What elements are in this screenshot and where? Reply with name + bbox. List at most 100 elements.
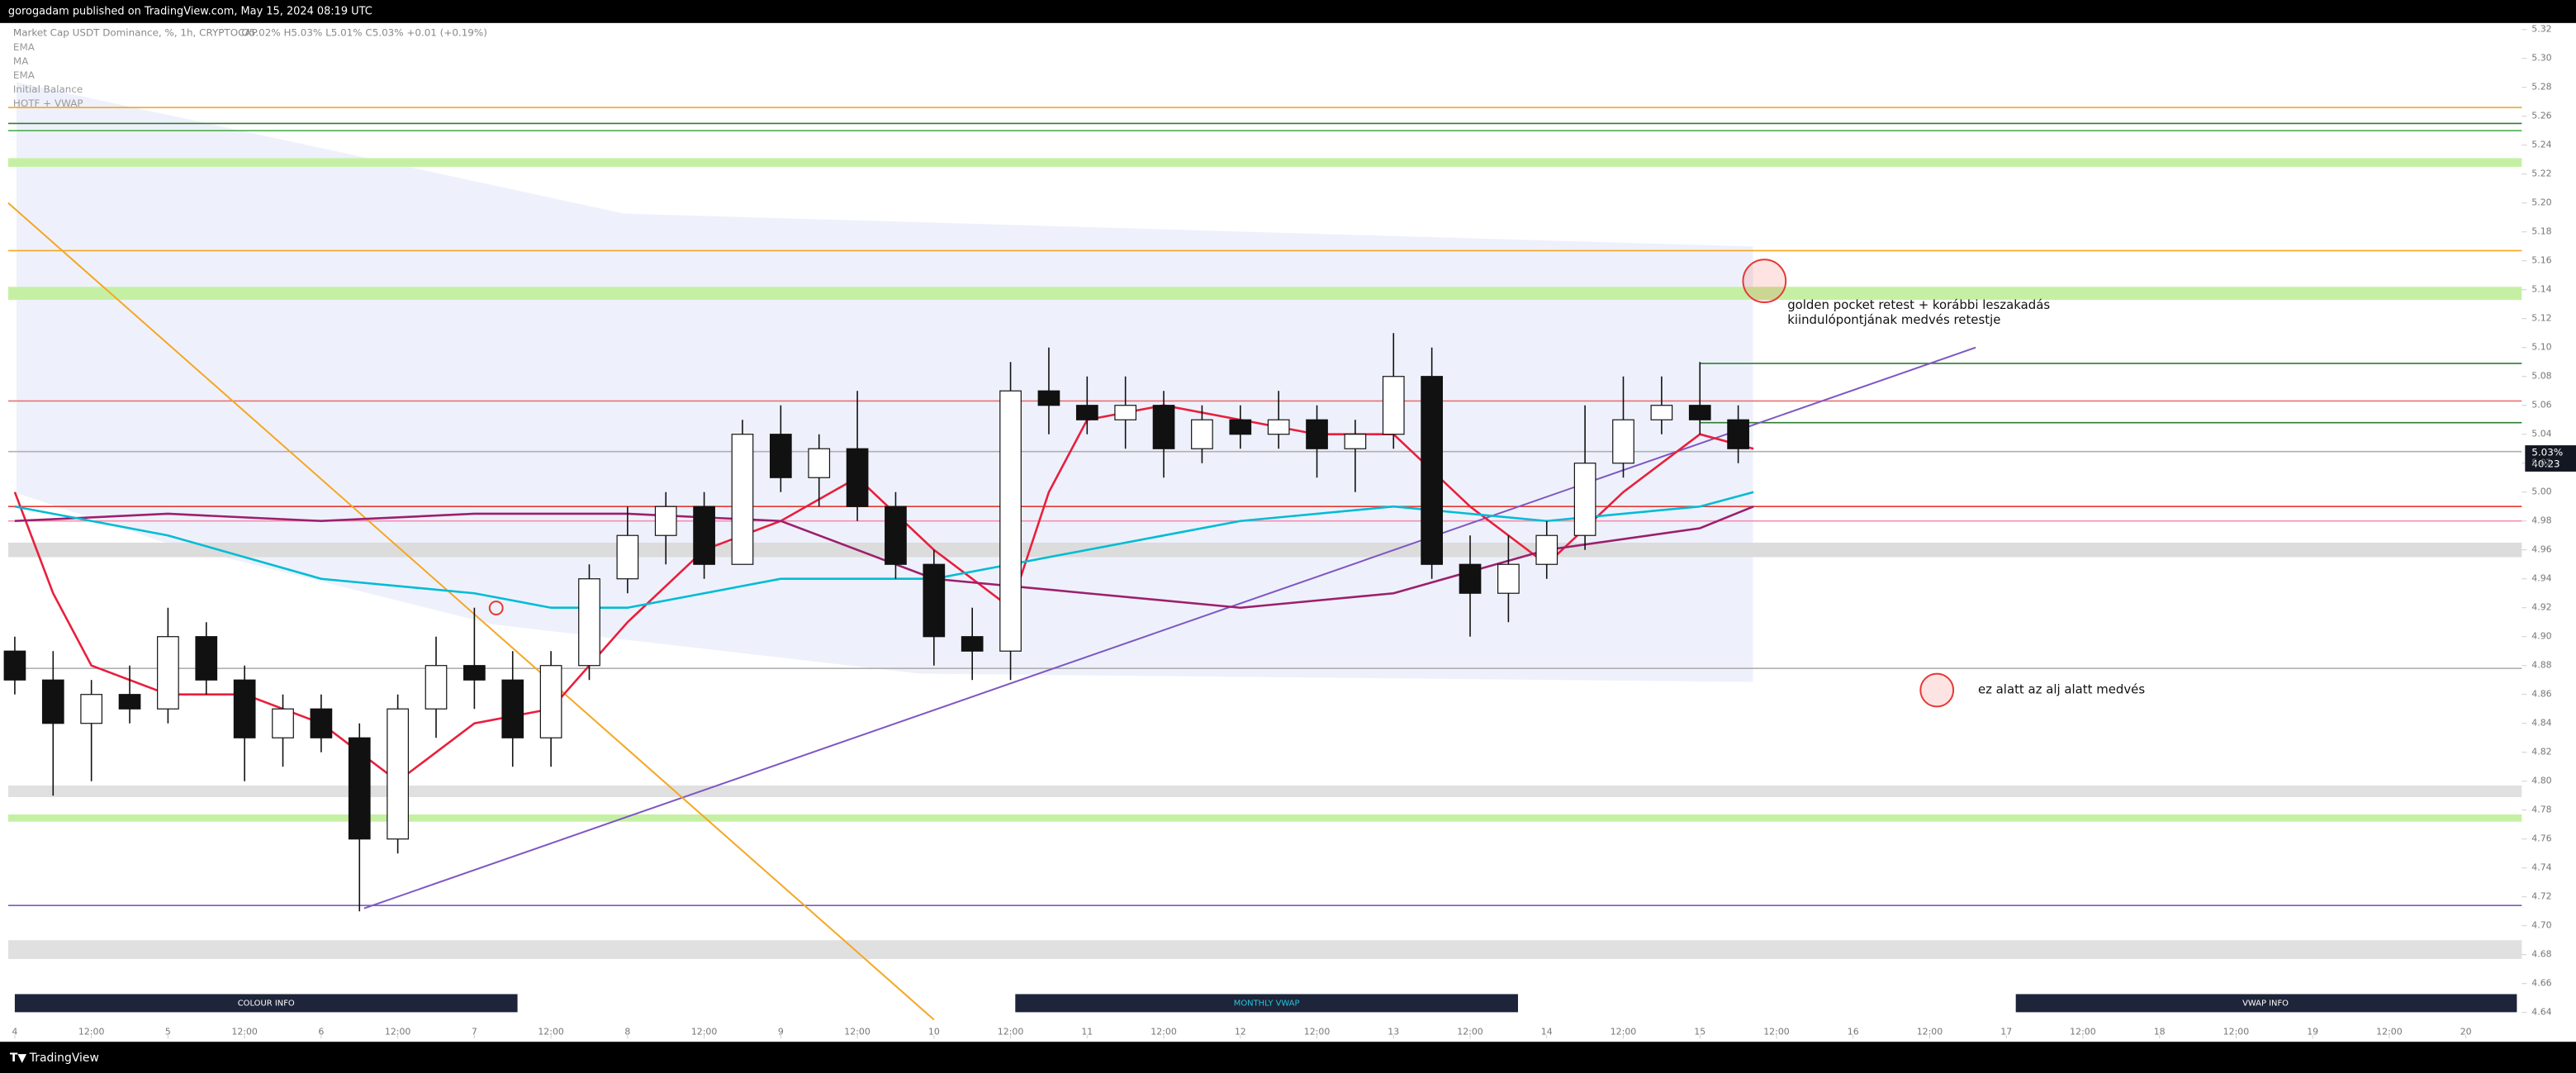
- y-tick-label: 5.32: [2531, 24, 2551, 35]
- x-tick-label: 9: [778, 1026, 784, 1037]
- legend-entry: Initial Balance: [13, 83, 83, 95]
- candle-body: [1612, 419, 1634, 464]
- y-tick-label: 5.18: [2531, 226, 2551, 237]
- trend-line: [363, 346, 1976, 909]
- candle-body: [157, 636, 179, 710]
- candle-body: [731, 434, 754, 565]
- info-box: [1015, 994, 1518, 1013]
- candle-body: [769, 434, 792, 478]
- candle-body: [425, 665, 448, 710]
- candle-body: [1535, 534, 1558, 565]
- y-tick-label: 4.90: [2531, 631, 2551, 642]
- y-tick-label: 4.68: [2531, 949, 2551, 960]
- y-tick-label: 4.82: [2531, 747, 2551, 757]
- candle-body: [808, 448, 831, 478]
- y-tick-label: 5.08: [2531, 371, 2551, 382]
- x-tick-label: 10: [928, 1026, 940, 1037]
- candle-body: [1727, 419, 1749, 449]
- x-tick-label: 12:00: [2070, 1026, 2096, 1037]
- info-box: [2015, 994, 2517, 1013]
- y-tick-label: 5.30: [2531, 53, 2551, 64]
- y-tick-label: 4.92: [2531, 602, 2551, 613]
- x-tick-label: 12:00: [1457, 1026, 1483, 1037]
- candle-body: [961, 636, 984, 652]
- x-tick-label: 12:00: [1763, 1026, 1790, 1037]
- y-tick-label: 4.64: [2531, 1007, 2551, 1018]
- y-tick-label: 4.78: [2531, 805, 2551, 815]
- annotation: golden pocket retest + korábbi leszakadá…: [1787, 297, 2050, 312]
- candle-body: [348, 737, 371, 840]
- marker-circle: [1742, 259, 1787, 304]
- indicator-line: [14, 491, 1754, 610]
- legend-entry: EMA: [13, 41, 36, 53]
- zone: [7, 287, 2522, 300]
- ohlc: O5.02% H5.03% L5.01% C5.03% +0.01 (+0.19…: [241, 26, 486, 38]
- x-tick-label: 12:00: [231, 1026, 258, 1037]
- candle-body: [846, 448, 869, 507]
- candle-body: [1382, 376, 1405, 435]
- x-tick-label: 12:00: [1611, 1026, 1637, 1037]
- y-tick-label: 5.26: [2531, 111, 2551, 121]
- x-tick-label: 12:00: [844, 1026, 871, 1037]
- annotation: kiindulópontjának medvés retestje: [1787, 312, 2000, 327]
- y-tick-label: 4.76: [2531, 833, 2551, 844]
- x-tick-label: 5: [165, 1026, 171, 1037]
- x-tick-label: 12:00: [1304, 1026, 1331, 1037]
- x-tick-label: 11: [1081, 1026, 1093, 1037]
- candle-body: [999, 390, 1022, 652]
- info-box-label: VWAP INFO: [2242, 999, 2289, 1008]
- x-tick-label: 16: [1848, 1026, 1859, 1037]
- vwap-band: [16, 82, 1753, 682]
- x-tick-label: 12:00: [78, 1026, 105, 1037]
- candle-body: [80, 694, 103, 724]
- x-tick-label: 7: [472, 1026, 477, 1037]
- candle-body: [1573, 463, 1596, 536]
- candle-body: [1344, 434, 1367, 449]
- brand: TradingView: [29, 1052, 99, 1065]
- candle-body: [654, 506, 677, 536]
- marker-circle: [488, 601, 504, 615]
- y-tick-label: 4.94: [2531, 573, 2551, 584]
- legend-entry: HOTF + VWAP: [13, 97, 83, 109]
- x-tick-label: 18: [2154, 1026, 2166, 1037]
- y-tick-label: 5.28: [2531, 82, 2551, 93]
- info-box-label: MONTHLY VWAP: [1234, 999, 1300, 1008]
- candle-body: [3, 650, 26, 681]
- x-tick-label: 12: [1235, 1026, 1246, 1037]
- candle-body: [578, 578, 600, 667]
- x-tick-label: 8: [624, 1026, 630, 1037]
- y-tick-label: 4.70: [2531, 920, 2551, 931]
- x-tick-label: 12:00: [998, 1026, 1024, 1037]
- trend-line: [7, 202, 935, 1021]
- candle-body: [693, 506, 715, 565]
- x-tick-label: 19: [2307, 1026, 2318, 1037]
- zone: [7, 785, 2522, 797]
- candle-body: [387, 708, 409, 840]
- price-tag-label: 5.03%: [2531, 447, 2563, 458]
- y-tick-label: 4.66: [2531, 978, 2551, 989]
- header: gorogadam published on TradingView.com, …: [8, 5, 372, 17]
- candle-body: [118, 694, 141, 710]
- y-tick-label: 5.20: [2531, 197, 2551, 208]
- x-tick-label: 12:00: [1917, 1026, 1943, 1037]
- y-tick-label: 4.74: [2531, 862, 2551, 873]
- zone: [7, 814, 2522, 822]
- legend-entry: EMA: [13, 69, 36, 81]
- candle-body: [501, 679, 524, 738]
- plot: [3, 29, 2527, 1039]
- y-tick-label: 5.10: [2531, 342, 2551, 353]
- candle-body: [1114, 405, 1137, 420]
- y-tick-label: 4.96: [2531, 544, 2551, 555]
- y-tick-label: 5.06: [2531, 400, 2551, 411]
- marker-circle: [1919, 672, 1955, 708]
- y-tick-label: 5.24: [2531, 140, 2551, 150]
- price-tag: [2525, 445, 2576, 472]
- candle-body: [233, 679, 256, 738]
- candle-body: [1191, 419, 1213, 449]
- y-tick-label: 5.16: [2531, 255, 2551, 266]
- candle-body: [41, 679, 64, 724]
- candle-body: [885, 506, 907, 565]
- y-tick-label: 4.80: [2531, 776, 2551, 786]
- info-box-label: COLOUR INFO: [238, 999, 295, 1008]
